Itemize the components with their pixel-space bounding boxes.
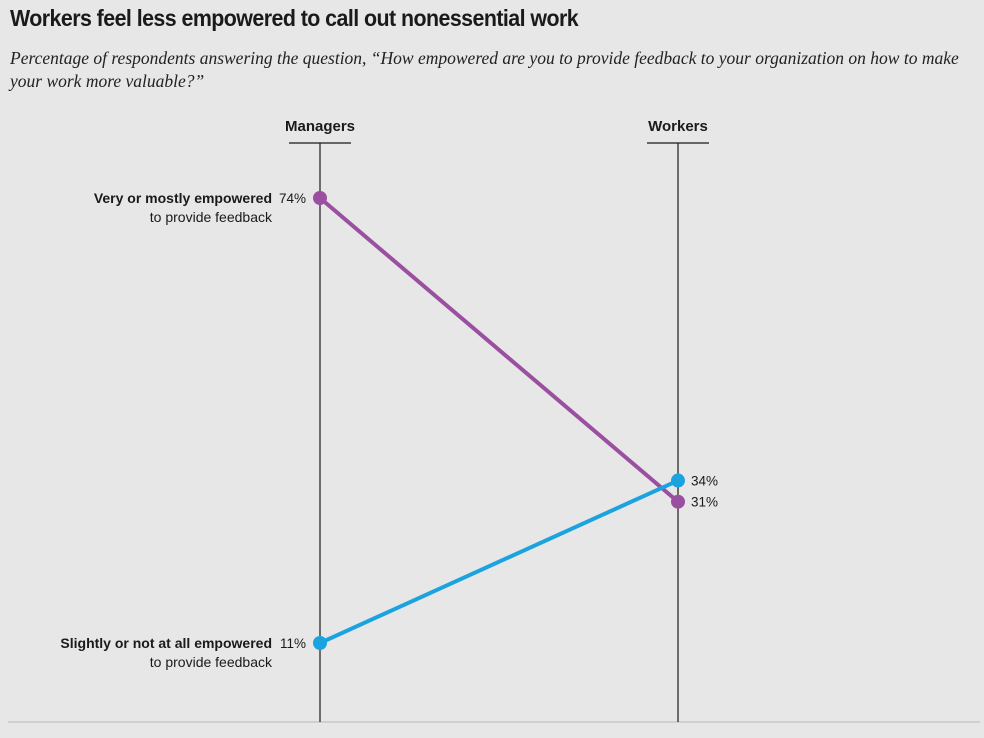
category-label-0-line2: to provide feedback: [150, 209, 273, 225]
category-label-0-line1: Very or mostly empowered: [94, 190, 272, 206]
data-point-1-0: [313, 636, 327, 650]
category-label-1-line1: Slightly or not at all empowered: [60, 635, 272, 651]
value-label-0-0: 74%: [279, 191, 306, 206]
data-point-0-0: [313, 191, 327, 205]
chart-subtitle: Percentage of respondents answering the …: [10, 48, 959, 91]
series-line-1: [318, 478, 680, 645]
column-label-managers: Managers: [285, 118, 355, 135]
chart-title: Workers feel less empowered to call out …: [10, 5, 579, 31]
value-label-1-1: 34%: [691, 474, 718, 489]
series-line-0: [318, 196, 680, 504]
column-label-workers: Workers: [648, 118, 708, 135]
data-point-1-1: [671, 473, 685, 488]
value-label-0-1: 31%: [691, 495, 718, 510]
value-label-1-0: 11%: [280, 636, 306, 651]
category-label-1-line2: to provide feedback: [150, 654, 273, 670]
data-point-0-1: [671, 494, 685, 509]
